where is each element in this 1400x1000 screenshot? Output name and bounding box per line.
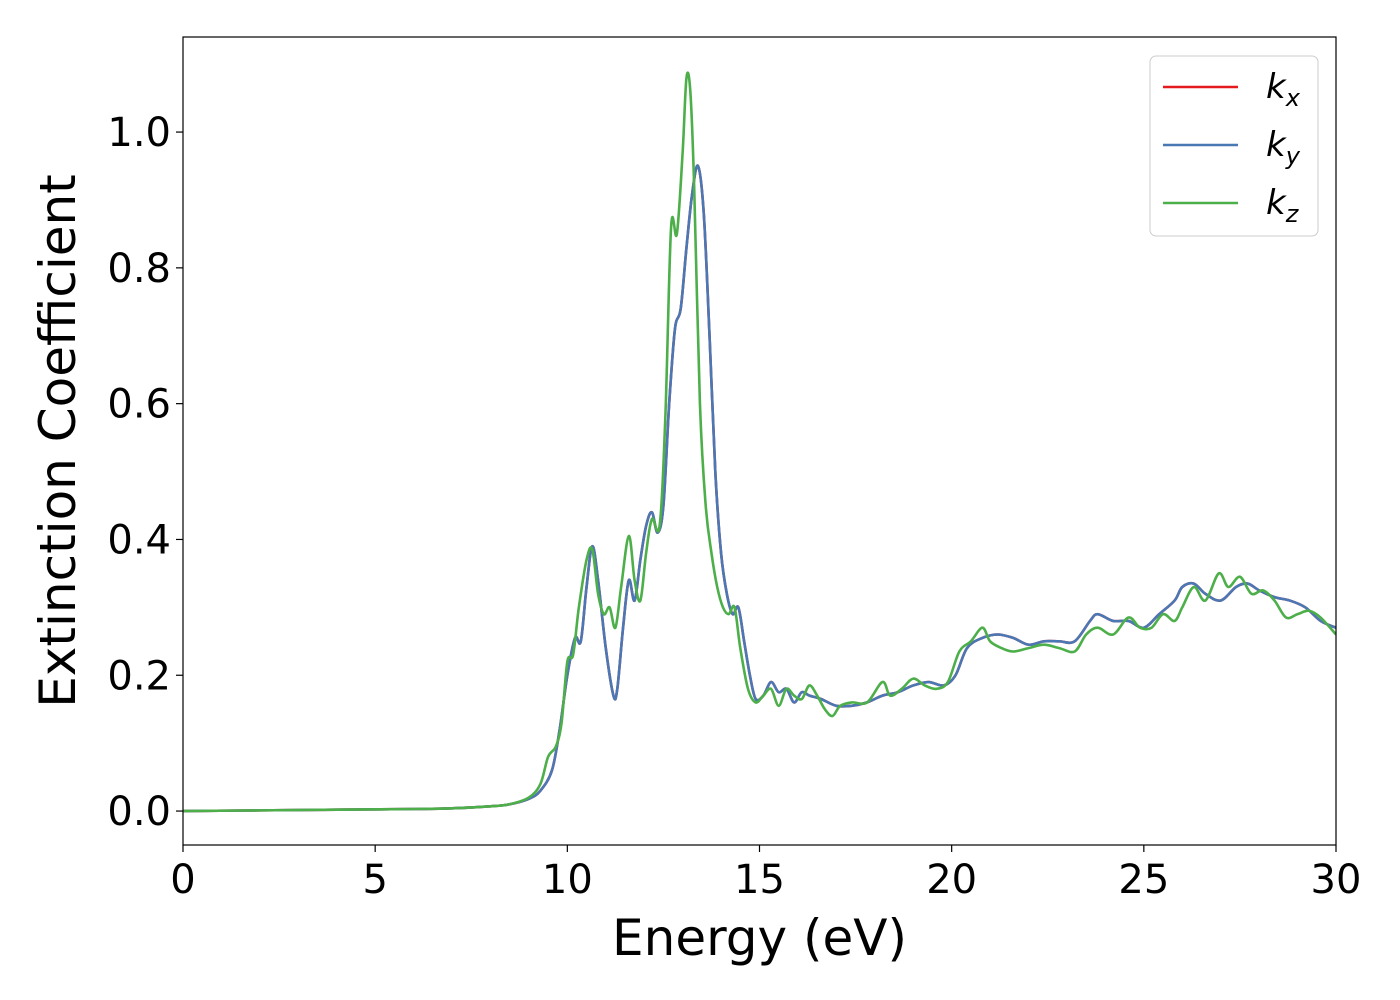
series-layer xyxy=(183,71,1336,813)
legend-label-sub: x xyxy=(1285,84,1301,112)
legend-label-main: k xyxy=(1266,183,1287,223)
y-axis: 0.0 0.2 0.4 0.6 0.8 1.0 xyxy=(107,110,183,835)
y-tick-label: 0.4 xyxy=(107,517,171,563)
y-tick-label: 0.2 xyxy=(107,653,171,699)
x-tick-label: 15 xyxy=(734,857,785,903)
x-tick-label: 10 xyxy=(542,857,593,903)
y-tick-label: 0.0 xyxy=(107,789,171,835)
series-line-kz xyxy=(183,71,1336,813)
series-line-kx xyxy=(183,164,1336,813)
x-tick-label: 30 xyxy=(1311,857,1362,903)
x-tick-label: 0 xyxy=(170,857,195,903)
legend-label-kz: kz xyxy=(1266,183,1300,228)
legend-label-ky: ky xyxy=(1266,125,1301,170)
y-tick-label: 0.8 xyxy=(107,246,171,292)
legend-label-kx: kx xyxy=(1266,67,1301,112)
x-tick-label: 5 xyxy=(362,857,387,903)
x-axis: 0 5 10 15 20 25 30 xyxy=(170,845,1361,903)
x-tick-label: 20 xyxy=(926,857,977,903)
x-tick-label: 25 xyxy=(1118,857,1169,903)
legend-label-main: k xyxy=(1266,125,1287,165)
series-line-ky xyxy=(183,164,1336,813)
legend-label-sub: z xyxy=(1285,200,1300,228)
y-axis-title: Extinction Coefficient xyxy=(29,174,87,708)
legend-label-sub: y xyxy=(1285,142,1301,170)
y-tick-label: 1.0 xyxy=(107,110,171,156)
y-tick-label: 0.6 xyxy=(107,382,171,428)
legend-label-main: k xyxy=(1266,67,1287,107)
x-axis-title: Energy (eV) xyxy=(612,909,907,967)
